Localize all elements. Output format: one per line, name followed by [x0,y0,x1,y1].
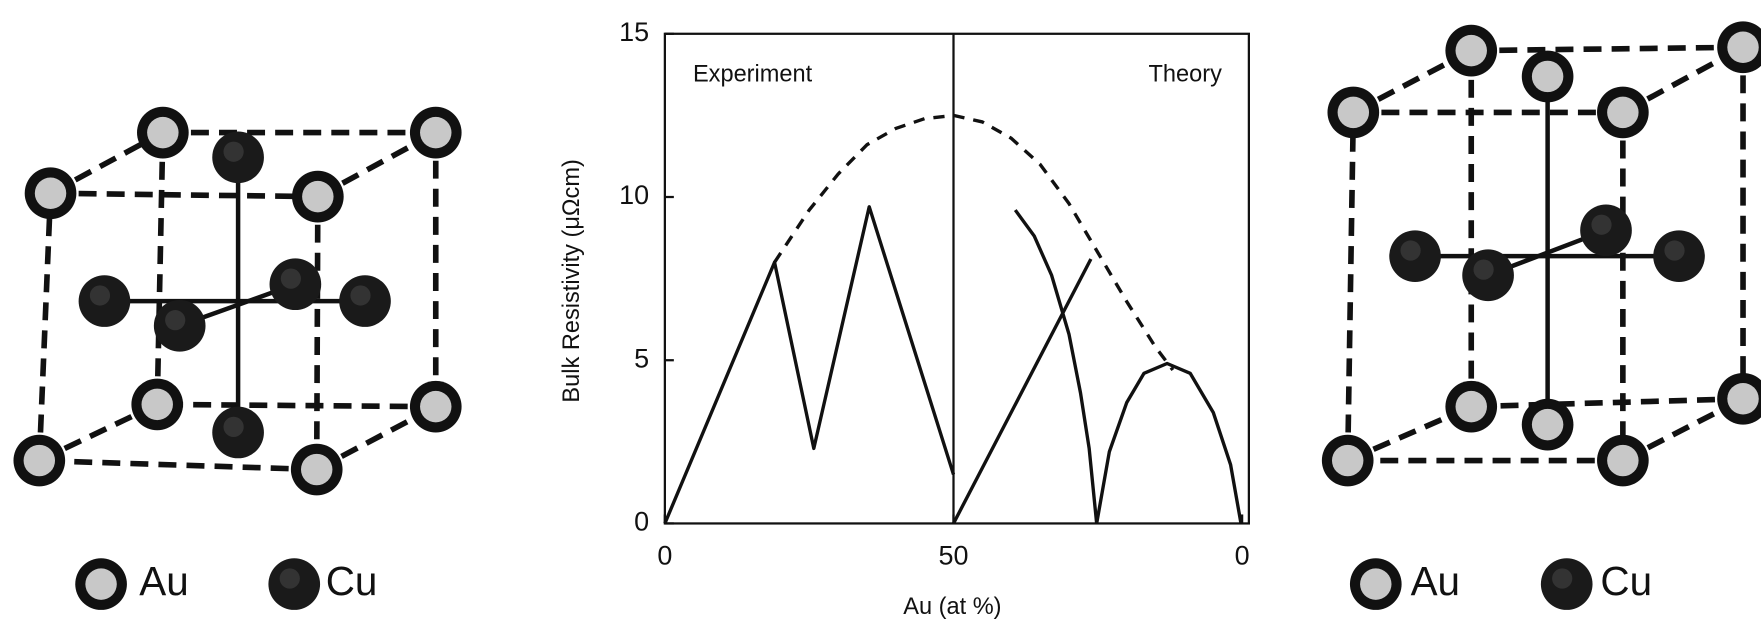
legend-label: Cu [326,558,378,604]
au-core [1727,31,1759,63]
data-line [1013,209,1099,524]
edge [154,132,166,405]
data-line [952,258,1093,525]
edge [39,457,317,473]
edge [36,193,54,461]
edge [313,196,321,470]
au-core [1455,390,1487,423]
au-core [23,444,56,477]
edge [38,401,159,464]
cu-shade [1552,568,1573,589]
au-core [1455,34,1487,67]
cu-shade [1664,240,1685,261]
au-core [1607,96,1639,129]
cu-shade [223,141,244,162]
edge [50,190,318,200]
edge [1471,44,1744,54]
legend-label: Au [1411,558,1460,604]
edge [49,130,165,196]
au-core [300,453,333,486]
au-core [420,390,452,423]
right-crystal [1321,21,1761,487]
au-core [1337,96,1370,129]
legend-label: Au [139,558,188,604]
y-tick-label: 15 [619,17,649,47]
cu-shade [350,285,371,306]
y-tick-label: 0 [634,507,649,537]
plot-frame [663,32,1250,525]
y-tick-label: 10 [619,180,649,210]
legend-label: Cu [1600,558,1652,604]
cu-shade [1591,214,1612,235]
au-core [1607,444,1639,477]
cu-shade [223,416,244,437]
cu-shade [1473,259,1494,280]
au-core [1727,383,1759,415]
cu-shade [89,285,111,306]
left-crystal [13,106,462,496]
cu-shade [165,310,186,331]
edge [1471,395,1744,410]
y-axis-label: Bulk Resistivity (μΩcm) [558,159,584,402]
au-core [1531,60,1564,93]
au-core [147,116,179,149]
data-line [1095,361,1243,524]
cu-shade [279,568,300,589]
x-axis-label: Au (at %) [903,593,1001,619]
x-tick-label: 50 [939,540,969,570]
edge [315,404,438,473]
edge [1344,112,1357,461]
au-core [1331,444,1364,477]
annotation: Experiment [693,61,813,87]
au-core [1531,408,1564,441]
edge [316,130,438,200]
annotation: Theory [1149,61,1223,87]
au-core [141,388,173,421]
cu-shade [280,268,301,289]
x-tick-label: 0 [657,540,672,570]
au-core [302,180,334,213]
edge [157,401,436,410]
edge [1352,48,1473,115]
data-line [663,205,956,525]
cu-shade [1400,240,1421,261]
au-core [85,568,117,600]
y-tick-label: 5 [634,343,649,373]
au-core [420,116,452,149]
au-core [1360,568,1392,600]
x-tick-label: 0 [1235,540,1250,570]
au-core [34,177,67,209]
envelope-line [773,113,1175,372]
